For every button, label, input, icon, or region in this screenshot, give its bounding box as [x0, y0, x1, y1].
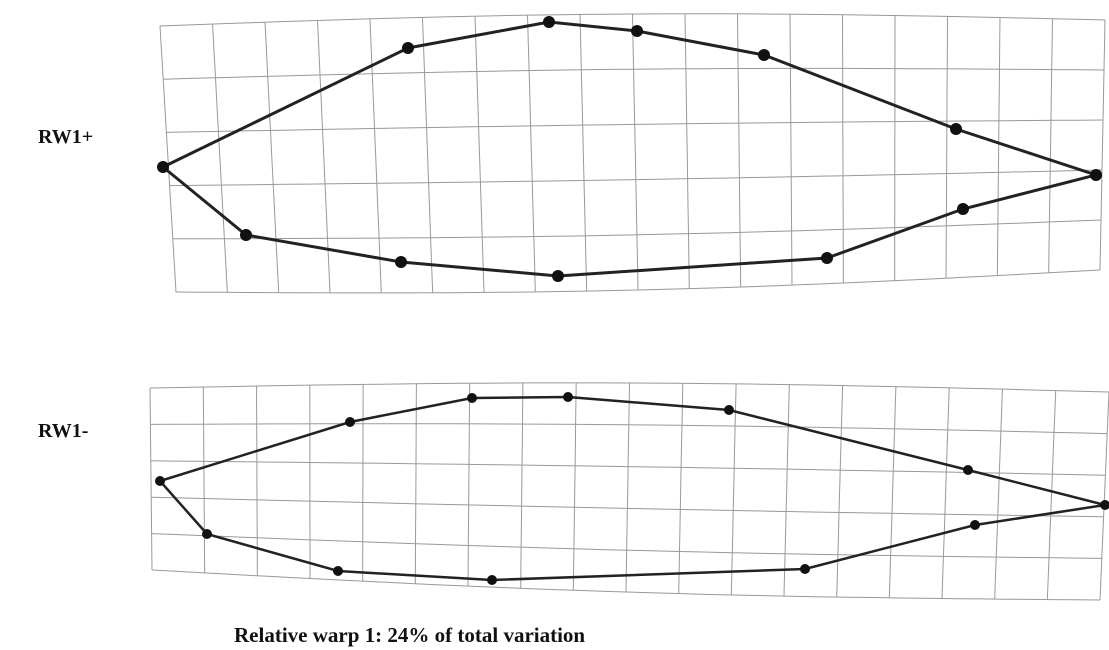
landmark: [758, 49, 770, 61]
panel-label: RW1-: [38, 420, 88, 442]
grid-line: [783, 384, 790, 597]
landmark: [487, 575, 497, 585]
grid-line: [789, 14, 793, 286]
grid-line: [1099, 391, 1109, 601]
grid-line: [996, 17, 1001, 276]
grid-line: [941, 387, 950, 599]
grid-line: [149, 387, 153, 571]
grid-line: [202, 386, 206, 573]
grid-line: [369, 18, 382, 293]
grid-line: [842, 14, 844, 283]
landmark: [800, 564, 810, 574]
grid-line: [159, 25, 177, 293]
landmark: [467, 393, 477, 403]
grid-line: [1048, 18, 1053, 273]
grid-line: [684, 13, 690, 289]
outline: [160, 20, 1102, 278]
grid-line: [888, 386, 897, 598]
grid-line: [678, 383, 684, 594]
grid-line: [414, 383, 417, 584]
landmark: [821, 252, 833, 264]
panel-label: RW1+: [38, 126, 93, 148]
landmark: [963, 465, 973, 475]
landmark: [970, 520, 980, 530]
landmark: [395, 256, 407, 268]
landmark: [552, 270, 564, 282]
grid-line: [467, 383, 471, 587]
landmark: [543, 16, 555, 28]
grid-line: [520, 382, 524, 589]
deformation-grids: [149, 13, 1109, 601]
landmark: [155, 476, 165, 486]
grid-line: [730, 383, 737, 595]
landmark: [1090, 169, 1102, 181]
grid-line: [836, 385, 844, 598]
landmark: [631, 25, 643, 37]
landmark: [240, 229, 252, 241]
grid-line: [317, 20, 331, 293]
landmark: [1100, 500, 1109, 510]
outlines: [155, 16, 1109, 585]
landmark: [950, 123, 962, 135]
landmark: [202, 529, 212, 539]
grid-line: [1099, 19, 1106, 271]
landmark: [157, 161, 169, 173]
grid-line: [632, 13, 639, 291]
grid-line: [945, 16, 948, 279]
landmark: [333, 566, 343, 576]
grid-line: [572, 382, 577, 591]
grid-line: [579, 14, 588, 292]
landmark: [345, 417, 355, 427]
grid-line: [1046, 390, 1057, 600]
landmark: [724, 405, 734, 415]
landmark: [563, 392, 573, 402]
landmark: [957, 203, 969, 215]
landmark: [402, 42, 414, 54]
grid-line: [737, 13, 742, 288]
caption: Relative warp 1: 24% of total variation: [234, 623, 585, 647]
grid-line: [212, 24, 228, 293]
grid-line: [527, 15, 536, 292]
grid-line: [994, 389, 1003, 600]
grid-line: [474, 16, 485, 293]
grid-line: [256, 386, 258, 576]
grid-line: [625, 382, 630, 593]
grid-line: [422, 17, 434, 293]
grid-line: [264, 22, 280, 293]
